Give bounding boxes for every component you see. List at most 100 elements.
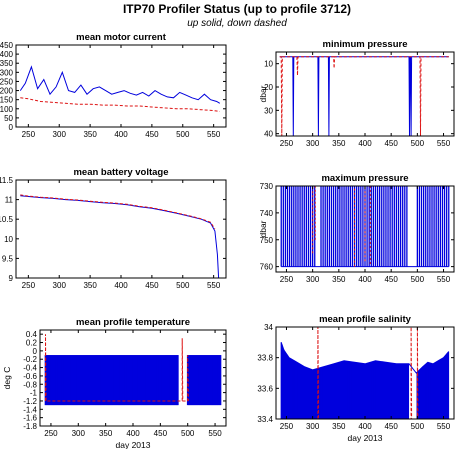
- chart-salinity-series-up-line: [280, 342, 450, 374]
- y-tick-label: 50: [4, 114, 13, 123]
- y-tick-label: 40: [264, 130, 273, 139]
- plot-area: [280, 186, 450, 268]
- y-tick-label: 30: [264, 106, 273, 115]
- y-tick-label: 300: [0, 68, 14, 77]
- y-tick-label: -1: [30, 389, 38, 398]
- y-tick-label: 0: [9, 123, 14, 132]
- y-tick-label: -1.4: [23, 405, 37, 414]
- y-tick-label: 34: [264, 323, 273, 332]
- y-axis-label: dbar: [258, 85, 268, 102]
- x-tick-label: 400: [358, 139, 372, 148]
- x-tick-label: 300: [53, 281, 67, 290]
- chart-salinity-series-down-line: [317, 327, 419, 419]
- x-tick-label: 350: [83, 130, 97, 139]
- y-tick-label: 11: [5, 196, 14, 205]
- plot-frame: [275, 51, 455, 137]
- y-tick-label: 250: [0, 77, 14, 86]
- x-tick-label: 450: [384, 422, 398, 431]
- y-tick-label: 33.6: [257, 384, 273, 393]
- y-tick-label: 350: [0, 59, 14, 68]
- plot-area: [20, 194, 220, 278]
- x-tick-label: 450: [145, 130, 159, 139]
- x-tick-label: 300: [306, 422, 320, 431]
- chart-current-series-up-line: [19, 65, 221, 104]
- x-tick-label: 550: [207, 281, 221, 290]
- y-tick-label: 33.8: [257, 354, 273, 363]
- y-tick-label: -1.8: [23, 422, 37, 431]
- y-axis-label: dbar: [258, 220, 268, 237]
- y-tick-label: -0.8: [23, 380, 37, 389]
- y-tick-label: 11.5: [0, 176, 14, 185]
- x-tick-label: 450: [145, 281, 159, 290]
- chart-title: mean profile temperature: [76, 317, 190, 328]
- chart-salinity: mean profile salinity 250 300 350 400 450 500 5…: [257, 314, 455, 443]
- y-tick-label: 0.4: [26, 330, 38, 339]
- x-tick-label: 500: [411, 275, 425, 284]
- chart-title: maximum pressure: [321, 173, 408, 184]
- chart-battery-series-down-line: [20, 194, 216, 230]
- chart-temperature-series-down-line: [45, 334, 189, 402]
- x-tick-label: 350: [332, 139, 346, 148]
- x-tick-label: 500: [176, 281, 190, 290]
- plot-area: [44, 334, 222, 406]
- x-tick-label: 550: [437, 422, 451, 431]
- x-tick-label: 250: [22, 281, 36, 290]
- x-tick-label: 300: [306, 139, 320, 148]
- y-tick-label: -0.2: [23, 355, 37, 364]
- plot-frame: [15, 44, 227, 128]
- y-tick-label: 150: [0, 96, 14, 105]
- y-tick-label: 760: [260, 263, 274, 272]
- chart-temperature: mean profile temperature 250 300 350 400 450 5…: [2, 317, 227, 449]
- x-tick-label: 350: [83, 281, 97, 290]
- chart-title: mean motor current: [76, 32, 167, 43]
- x-tick-label: 450: [384, 275, 398, 284]
- plot-area: [19, 65, 221, 112]
- y-tick-label: 10: [264, 60, 273, 69]
- x-tick-label: 500: [411, 139, 425, 148]
- plot-frame: [15, 179, 227, 279]
- y-tick-label: 10.5: [0, 215, 14, 224]
- x-tick-label: 450: [154, 429, 168, 438]
- chart-title: mean profile salinity: [319, 314, 412, 325]
- y-tick-label: 450: [0, 41, 14, 50]
- x-tick-label: 500: [176, 130, 190, 139]
- y-tick-label: 750: [260, 236, 274, 245]
- x-axis-label: day 2013: [348, 433, 383, 443]
- y-tick-label: 20: [264, 83, 273, 92]
- x-tick-label: 450: [384, 139, 398, 148]
- x-tick-label: 500: [181, 429, 195, 438]
- x-tick-label: 250: [22, 130, 36, 139]
- plot-area: [280, 327, 450, 419]
- y-axis-label: deg C: [2, 367, 12, 390]
- y-tick-label: 9: [9, 274, 14, 283]
- x-tick-label: 550: [208, 429, 222, 438]
- chart-battery-series-up-line: [20, 195, 220, 278]
- y-tick-label: 0.2: [26, 339, 38, 348]
- x-tick-label: 500: [411, 422, 425, 431]
- y-tick-label: 200: [0, 87, 14, 96]
- chart-minpressure-series-down-line: [279, 56, 449, 136]
- y-tick-label: -0.4: [23, 364, 37, 373]
- plot-area: [279, 56, 449, 136]
- y-tick-label: -1.6: [23, 414, 37, 423]
- chart-current-series-down-line: [20, 97, 220, 112]
- y-tick-label: -1.2: [23, 397, 37, 406]
- y-tick-label: 100: [0, 105, 14, 114]
- x-tick-label: 550: [437, 139, 451, 148]
- y-tick-label: 0: [33, 347, 38, 356]
- chart-minpressure-series-up-line: [279, 56, 449, 136]
- chart-title: minimum pressure: [323, 39, 408, 50]
- y-tick-label: 730: [260, 182, 274, 191]
- x-tick-label: 350: [332, 275, 346, 284]
- figure-title: ITP70 Profiler Status (up to profile 371…: [123, 2, 351, 16]
- x-tick-label: 250: [280, 275, 294, 284]
- x-tick-label: 400: [114, 130, 128, 139]
- chart-maxpressure: maximum pressure 250 300 350 400 450 500 550 730…: [258, 173, 455, 284]
- y-tick-label: 9.5: [2, 254, 14, 263]
- x-tick-label: 250: [44, 429, 58, 438]
- x-tick-label: 400: [126, 429, 140, 438]
- chart-battery: mean battery voltage 250 300 350 400 450 500 55…: [0, 167, 227, 290]
